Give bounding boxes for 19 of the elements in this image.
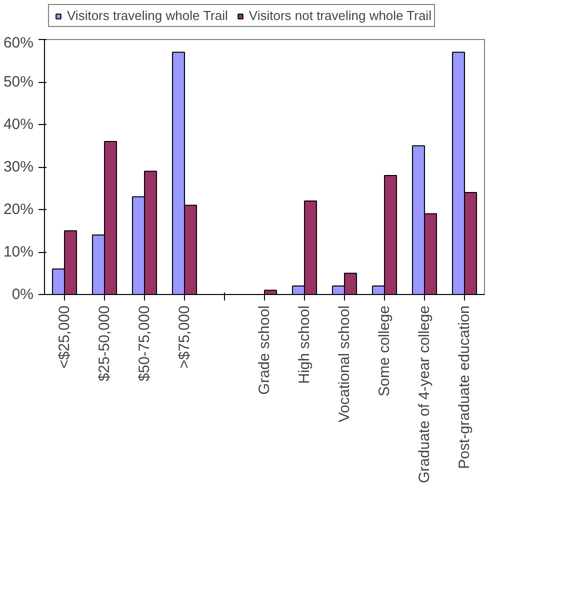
x-tick-label: Graduate of 4-year college [416,305,433,484]
y-tick-label: 20% [3,201,34,218]
x-tick-label: Some college [376,305,393,396]
x-tick-label: >$75,000 [176,305,193,368]
y-tick-label: 50% [3,74,34,90]
legend-label: Visitors not traveling whole Trail [248,8,432,23]
y-tick-label: 30% [3,158,34,176]
x-tick-label: $50-75,000 [136,305,153,382]
x-tick-label: Vocational school [336,306,353,422]
y-tick-label: 40% [3,116,34,133]
x-tick-label: Grade school [256,305,273,395]
y-tick-label: 10% [3,244,34,260]
legend-label: Visitors traveling whole Trail [67,8,228,23]
x-tick-label: Post-graduate education [456,305,473,469]
x-tick-label: $25-50,000 [96,305,113,382]
y-tick-label: 0% [12,286,34,303]
y-tick-label: 60% [3,34,34,52]
x-tick-label: High school [296,305,313,384]
x-tick-label: <$25,000 [56,305,73,368]
